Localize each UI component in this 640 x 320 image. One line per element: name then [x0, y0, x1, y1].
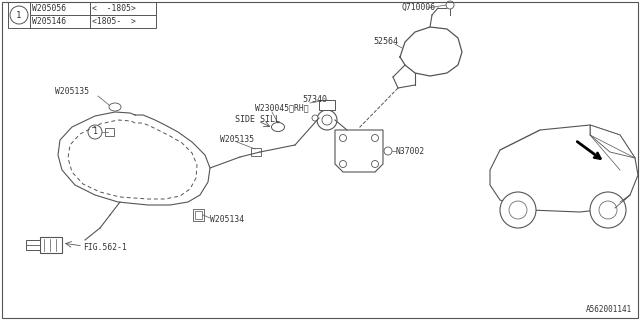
Bar — [195, 211, 202, 219]
Bar — [193, 209, 204, 221]
Text: W205135: W205135 — [55, 87, 89, 97]
Ellipse shape — [271, 123, 285, 132]
Circle shape — [88, 125, 102, 139]
Text: A562001141: A562001141 — [586, 305, 632, 314]
Circle shape — [509, 201, 527, 219]
Polygon shape — [590, 125, 635, 158]
Text: N37002: N37002 — [396, 147, 425, 156]
Circle shape — [322, 115, 332, 125]
Circle shape — [371, 161, 378, 167]
Circle shape — [339, 161, 346, 167]
Bar — [26, 240, 40, 250]
Circle shape — [446, 1, 454, 9]
Bar — [105, 128, 114, 136]
Text: <1805-  >: <1805- > — [92, 17, 136, 26]
Bar — [8, 2, 156, 28]
Ellipse shape — [109, 103, 121, 111]
Text: Q710006: Q710006 — [402, 3, 436, 12]
Text: 52564: 52564 — [373, 37, 398, 46]
Text: FIG.562-1: FIG.562-1 — [83, 244, 127, 252]
Circle shape — [371, 134, 378, 141]
Text: W205134: W205134 — [210, 215, 244, 225]
Text: <  -1805>: < -1805> — [92, 4, 136, 13]
Circle shape — [312, 115, 318, 121]
Polygon shape — [335, 130, 383, 172]
Bar — [40, 237, 62, 253]
Text: W205056: W205056 — [32, 4, 66, 13]
Circle shape — [317, 110, 337, 130]
Circle shape — [590, 192, 626, 228]
Text: 1: 1 — [16, 11, 22, 20]
Text: W230045〈RH〉: W230045〈RH〉 — [255, 103, 308, 113]
Bar — [319, 100, 335, 110]
Circle shape — [339, 134, 346, 141]
Circle shape — [500, 192, 536, 228]
Bar — [251, 148, 261, 156]
Text: W205135: W205135 — [220, 135, 254, 145]
Text: SIDE SILL: SIDE SILL — [235, 116, 280, 124]
Text: W205146: W205146 — [32, 17, 66, 26]
Circle shape — [384, 147, 392, 155]
Circle shape — [599, 201, 617, 219]
Polygon shape — [490, 125, 638, 212]
Text: 1: 1 — [93, 127, 97, 137]
Text: 57340: 57340 — [302, 95, 327, 105]
